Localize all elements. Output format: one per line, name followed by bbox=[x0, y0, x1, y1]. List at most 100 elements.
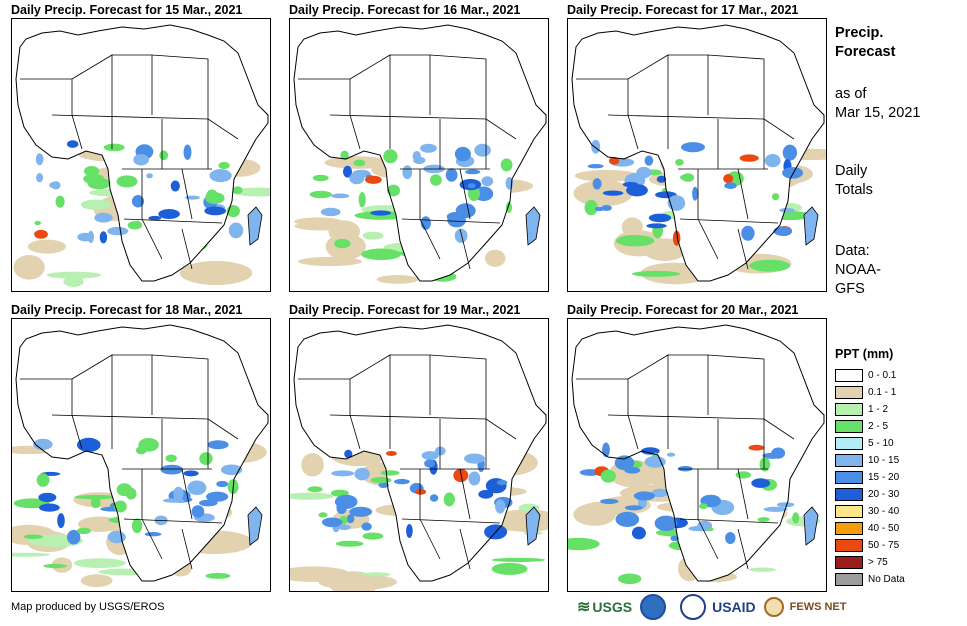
country-border bbox=[459, 528, 471, 570]
country-border bbox=[181, 468, 193, 520]
light-rain-area bbox=[12, 552, 50, 557]
rain-area bbox=[646, 223, 667, 229]
rain-area bbox=[447, 213, 466, 228]
coastline bbox=[571, 24, 825, 282]
rain-area bbox=[353, 159, 366, 167]
country-border bbox=[737, 228, 749, 270]
rain-area bbox=[99, 231, 108, 244]
light-rain-area bbox=[334, 238, 351, 249]
rain-area bbox=[454, 228, 468, 243]
forecast-panel-15: Daily Precip. Forecast for 15 Mar., 2021 bbox=[11, 2, 271, 292]
ppt-legend: PPT (mm) 0 - 0.1 0.1 - 1 1 - 2 2 - 5 5 - 10 1… bbox=[835, 347, 905, 588]
rain-area bbox=[134, 220, 142, 229]
legend-label: No Data bbox=[868, 574, 905, 585]
country-border bbox=[763, 418, 795, 440]
rain-area bbox=[394, 478, 410, 485]
fews-globe-icon bbox=[763, 597, 784, 617]
fews-logo: FEWS NET bbox=[763, 597, 847, 617]
rain-area bbox=[467, 183, 476, 189]
rain-area bbox=[191, 505, 205, 518]
rain-area bbox=[370, 477, 392, 484]
dry-area bbox=[13, 255, 45, 280]
legend-swatch bbox=[835, 573, 863, 586]
rain-area bbox=[636, 166, 652, 179]
rain-area bbox=[688, 525, 710, 532]
rain-area bbox=[199, 452, 213, 465]
legend-label: 1 - 2 bbox=[868, 404, 889, 415]
country-border bbox=[141, 518, 163, 560]
country-border bbox=[679, 218, 779, 224]
rain-area bbox=[84, 166, 100, 177]
rain-area bbox=[725, 532, 736, 544]
rain-area bbox=[681, 142, 705, 153]
rain-area bbox=[792, 512, 800, 524]
rain-area bbox=[87, 230, 94, 243]
country-border bbox=[401, 518, 501, 524]
rain-area bbox=[220, 464, 243, 476]
coastline bbox=[15, 24, 269, 282]
dry-area bbox=[290, 566, 351, 582]
rain-area bbox=[412, 151, 421, 162]
precip-map bbox=[567, 18, 827, 292]
rain-area bbox=[771, 447, 786, 459]
country-border bbox=[419, 518, 441, 560]
rain-area bbox=[343, 165, 352, 178]
logos-bar: ≋ USGS USAID FEWS NET bbox=[577, 594, 855, 620]
rain-area bbox=[402, 165, 413, 180]
rain-area bbox=[208, 492, 226, 499]
forecast-panel-18: Daily Precip. Forecast for 18 Mar., 2021 bbox=[11, 302, 271, 592]
country-border bbox=[459, 168, 471, 220]
rain-area bbox=[309, 190, 332, 199]
rain-area bbox=[307, 486, 323, 493]
rain-area bbox=[49, 181, 60, 189]
rain-area bbox=[600, 469, 616, 483]
country-border bbox=[459, 228, 471, 270]
legend-label: 10 - 15 bbox=[868, 455, 900, 466]
country-border bbox=[141, 218, 163, 260]
rain-area bbox=[209, 169, 232, 183]
rain-area bbox=[655, 191, 677, 199]
rain-area bbox=[380, 470, 400, 476]
country-border bbox=[181, 228, 193, 270]
noaa-circle-icon bbox=[640, 594, 667, 620]
coastline bbox=[293, 24, 547, 282]
light-rain-area bbox=[632, 270, 681, 277]
rain-area bbox=[133, 154, 149, 166]
rain-area bbox=[751, 478, 771, 488]
rain-area bbox=[116, 175, 138, 188]
dry-area bbox=[294, 221, 351, 231]
rain-area bbox=[340, 150, 349, 161]
precip-map bbox=[11, 18, 271, 292]
rain-area bbox=[23, 534, 43, 540]
rain-area bbox=[614, 455, 635, 471]
rain-area bbox=[131, 518, 143, 534]
legend-swatch bbox=[835, 522, 863, 535]
rain-area bbox=[116, 483, 133, 497]
rain-area bbox=[83, 173, 105, 184]
country-border bbox=[627, 114, 639, 150]
rain-area bbox=[421, 451, 439, 460]
country-border bbox=[181, 168, 193, 220]
rain-area bbox=[131, 195, 145, 208]
country-border bbox=[459, 468, 471, 520]
noaa-logo bbox=[640, 594, 672, 620]
rain-area bbox=[496, 479, 508, 486]
light-rain-area bbox=[43, 563, 67, 569]
rain-area bbox=[349, 172, 365, 185]
rain-area bbox=[644, 456, 666, 468]
panel-title: Daily Precip. Forecast for 17 Mar., 2021 bbox=[567, 3, 799, 17]
country-border bbox=[329, 114, 487, 120]
light-rain-area bbox=[360, 572, 391, 577]
rain-area bbox=[36, 173, 44, 183]
africa-map bbox=[571, 24, 826, 285]
light-rain-area bbox=[568, 537, 600, 551]
legend-item: 0.1 - 1 bbox=[835, 384, 905, 401]
coastline bbox=[293, 324, 547, 582]
legend-item: 50 - 75 bbox=[835, 537, 905, 554]
rain-area bbox=[34, 220, 41, 226]
forecast-panel-17: Daily Precip. Forecast for 17 Mar., 2021 bbox=[567, 2, 827, 292]
rain-area bbox=[478, 489, 494, 499]
light-rain-area bbox=[618, 573, 642, 585]
rain-area bbox=[723, 174, 734, 184]
legend-item: 1 - 2 bbox=[835, 401, 905, 418]
